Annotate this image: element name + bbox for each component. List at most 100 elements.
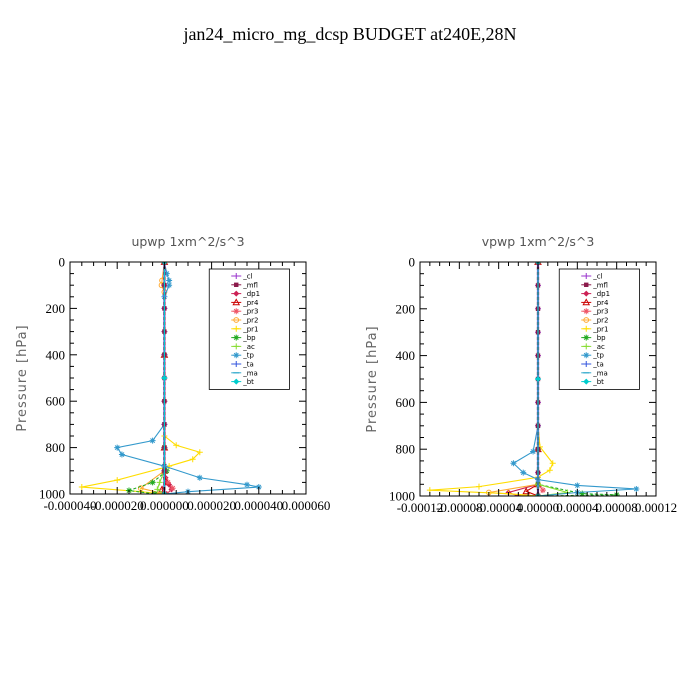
legend-marker (583, 352, 590, 359)
x-tick-label: -0.000040 (43, 498, 96, 513)
legend-entry: _bp (581, 334, 606, 342)
panel-title: vpwp 1xm^2/s^3 (482, 234, 595, 249)
data-point-ac (154, 486, 161, 493)
y-tick-label: 800 (396, 442, 416, 457)
data-point-tp (574, 482, 581, 489)
legend-entry: _tp (231, 352, 254, 360)
x-tick-label: 0.000060 (282, 498, 331, 513)
data-point-pr1 (549, 460, 556, 467)
legend-label: _cl (242, 273, 252, 281)
legend-marker (234, 282, 239, 287)
legend-label: _tp (592, 352, 604, 360)
data-point-pr4 (522, 487, 531, 495)
x-tick-label: -0.00008 (436, 500, 483, 515)
x-tick-label: 0.00004 (556, 500, 599, 515)
data-point-tp (163, 270, 170, 277)
data-point-tp (244, 481, 250, 488)
data-point-tp (114, 444, 121, 451)
legend-marker (582, 298, 591, 306)
legend-label: _pr2 (592, 317, 608, 325)
legend-marker (583, 308, 590, 315)
legend-label: _mfl (592, 281, 608, 289)
legend-box (558, 268, 640, 390)
x-tick-label: 0.000040 (234, 498, 283, 513)
x-tick-label: -0.00012 (397, 500, 444, 515)
legend-entry: _pr4 (231, 298, 259, 307)
legend-marker (232, 298, 241, 306)
data-point-tp (118, 451, 125, 458)
legend-entry: _pr1 (581, 325, 609, 333)
x-tick-label: 0.00008 (596, 500, 638, 515)
legend-entry: _mfl (581, 281, 608, 289)
legend-entry: _bt (581, 378, 604, 386)
data-point-pr1 (114, 477, 121, 484)
legend-marker (583, 334, 590, 341)
y-tick-label: 400 (46, 347, 66, 362)
legend-entry: _pr3 (231, 308, 259, 316)
legend-label: _bt (242, 378, 254, 386)
legend-entry: _ac (231, 343, 255, 351)
legend-label: _pr1 (592, 325, 608, 333)
legend-marker (233, 352, 240, 359)
legend-entry: _pr1 (231, 325, 259, 333)
legend-marker (583, 325, 590, 332)
series-line-pr2 (139, 262, 165, 494)
y-tick-label: 600 (396, 395, 416, 410)
legend-label: _mfl (242, 281, 258, 289)
series-line-pr1 (429, 262, 554, 496)
legend-label: _tp (242, 352, 254, 360)
data-point-tp (166, 282, 173, 289)
legend-entry: _bp (231, 334, 256, 342)
legend-marker (233, 361, 240, 367)
legend-entry: _tp (581, 352, 604, 360)
legend-entry: _dp1 (231, 290, 260, 298)
legend-entry: _ma (231, 369, 258, 377)
legend-marker (233, 317, 240, 323)
y-axis-label: Pressure [hPa] (365, 325, 380, 432)
legend-marker (583, 378, 590, 385)
data-point-pr1 (476, 483, 482, 490)
legend: _cl_mfl_dp1_pr4_pr3_pr2_pr1_bp_ac_tp_ta_… (208, 268, 290, 390)
y-tick-label: 200 (396, 301, 416, 316)
legend-label: _pr3 (242, 308, 258, 316)
data-point-ac (156, 479, 163, 486)
legend-label: _bp (242, 334, 256, 342)
legend-entry: _cl (581, 273, 603, 281)
y-tick-label: 1000 (389, 489, 415, 504)
legend-label: _pr4 (242, 299, 259, 307)
upwp-panel: upwp 1xm^2/s^3 Pressure [hPa] 0 200 400 600 80… (15, 234, 330, 513)
y-tick-label: 1000 (39, 487, 65, 502)
data-point-pr1 (546, 467, 553, 474)
legend-marker (583, 273, 590, 279)
legend-marker (233, 334, 240, 341)
data-point-bp (579, 490, 586, 496)
legend-marker (233, 325, 240, 332)
legend-label: _pr2 (242, 317, 258, 325)
data-point-tp (166, 277, 173, 284)
legend-marker (233, 343, 240, 350)
legend: _cl_mfl_dp1_pr4_pr3_pr2_pr1_bp_ac_tp_ta_… (558, 268, 640, 390)
data-point-bp (149, 479, 156, 486)
legend-marker (584, 282, 589, 287)
x-tick-label: 0.000020 (187, 498, 236, 513)
y-tick-label: 400 (396, 348, 416, 363)
data-point-bt (161, 375, 168, 381)
legend-label: _ac (242, 343, 255, 351)
legend-label: _pr3 (592, 308, 608, 316)
vpwp-panel: vpwp 1xm^2/s^3 Pressure [hPa] 0 200 400 600 80… (365, 234, 677, 515)
data-point-bt (535, 376, 541, 382)
legend-box (208, 268, 290, 390)
figure-title: jan24_micro_mg_dcsp BUDGET at240E,28N (182, 24, 516, 44)
legend-entry: _bt (231, 378, 254, 386)
legend-label: _ta (242, 361, 254, 369)
legend-entry: _cl (231, 273, 253, 281)
legend-marker (233, 290, 240, 297)
legend-entry: _pr3 (581, 308, 609, 316)
legend-entry: _pr4 (581, 298, 609, 307)
legend-label: _dp1 (592, 290, 610, 298)
legend-marker (583, 361, 590, 367)
legend-label: _dp1 (242, 290, 260, 298)
panel-title: upwp 1xm^2/s^3 (131, 234, 244, 249)
legend-entry: _ta (581, 361, 604, 369)
